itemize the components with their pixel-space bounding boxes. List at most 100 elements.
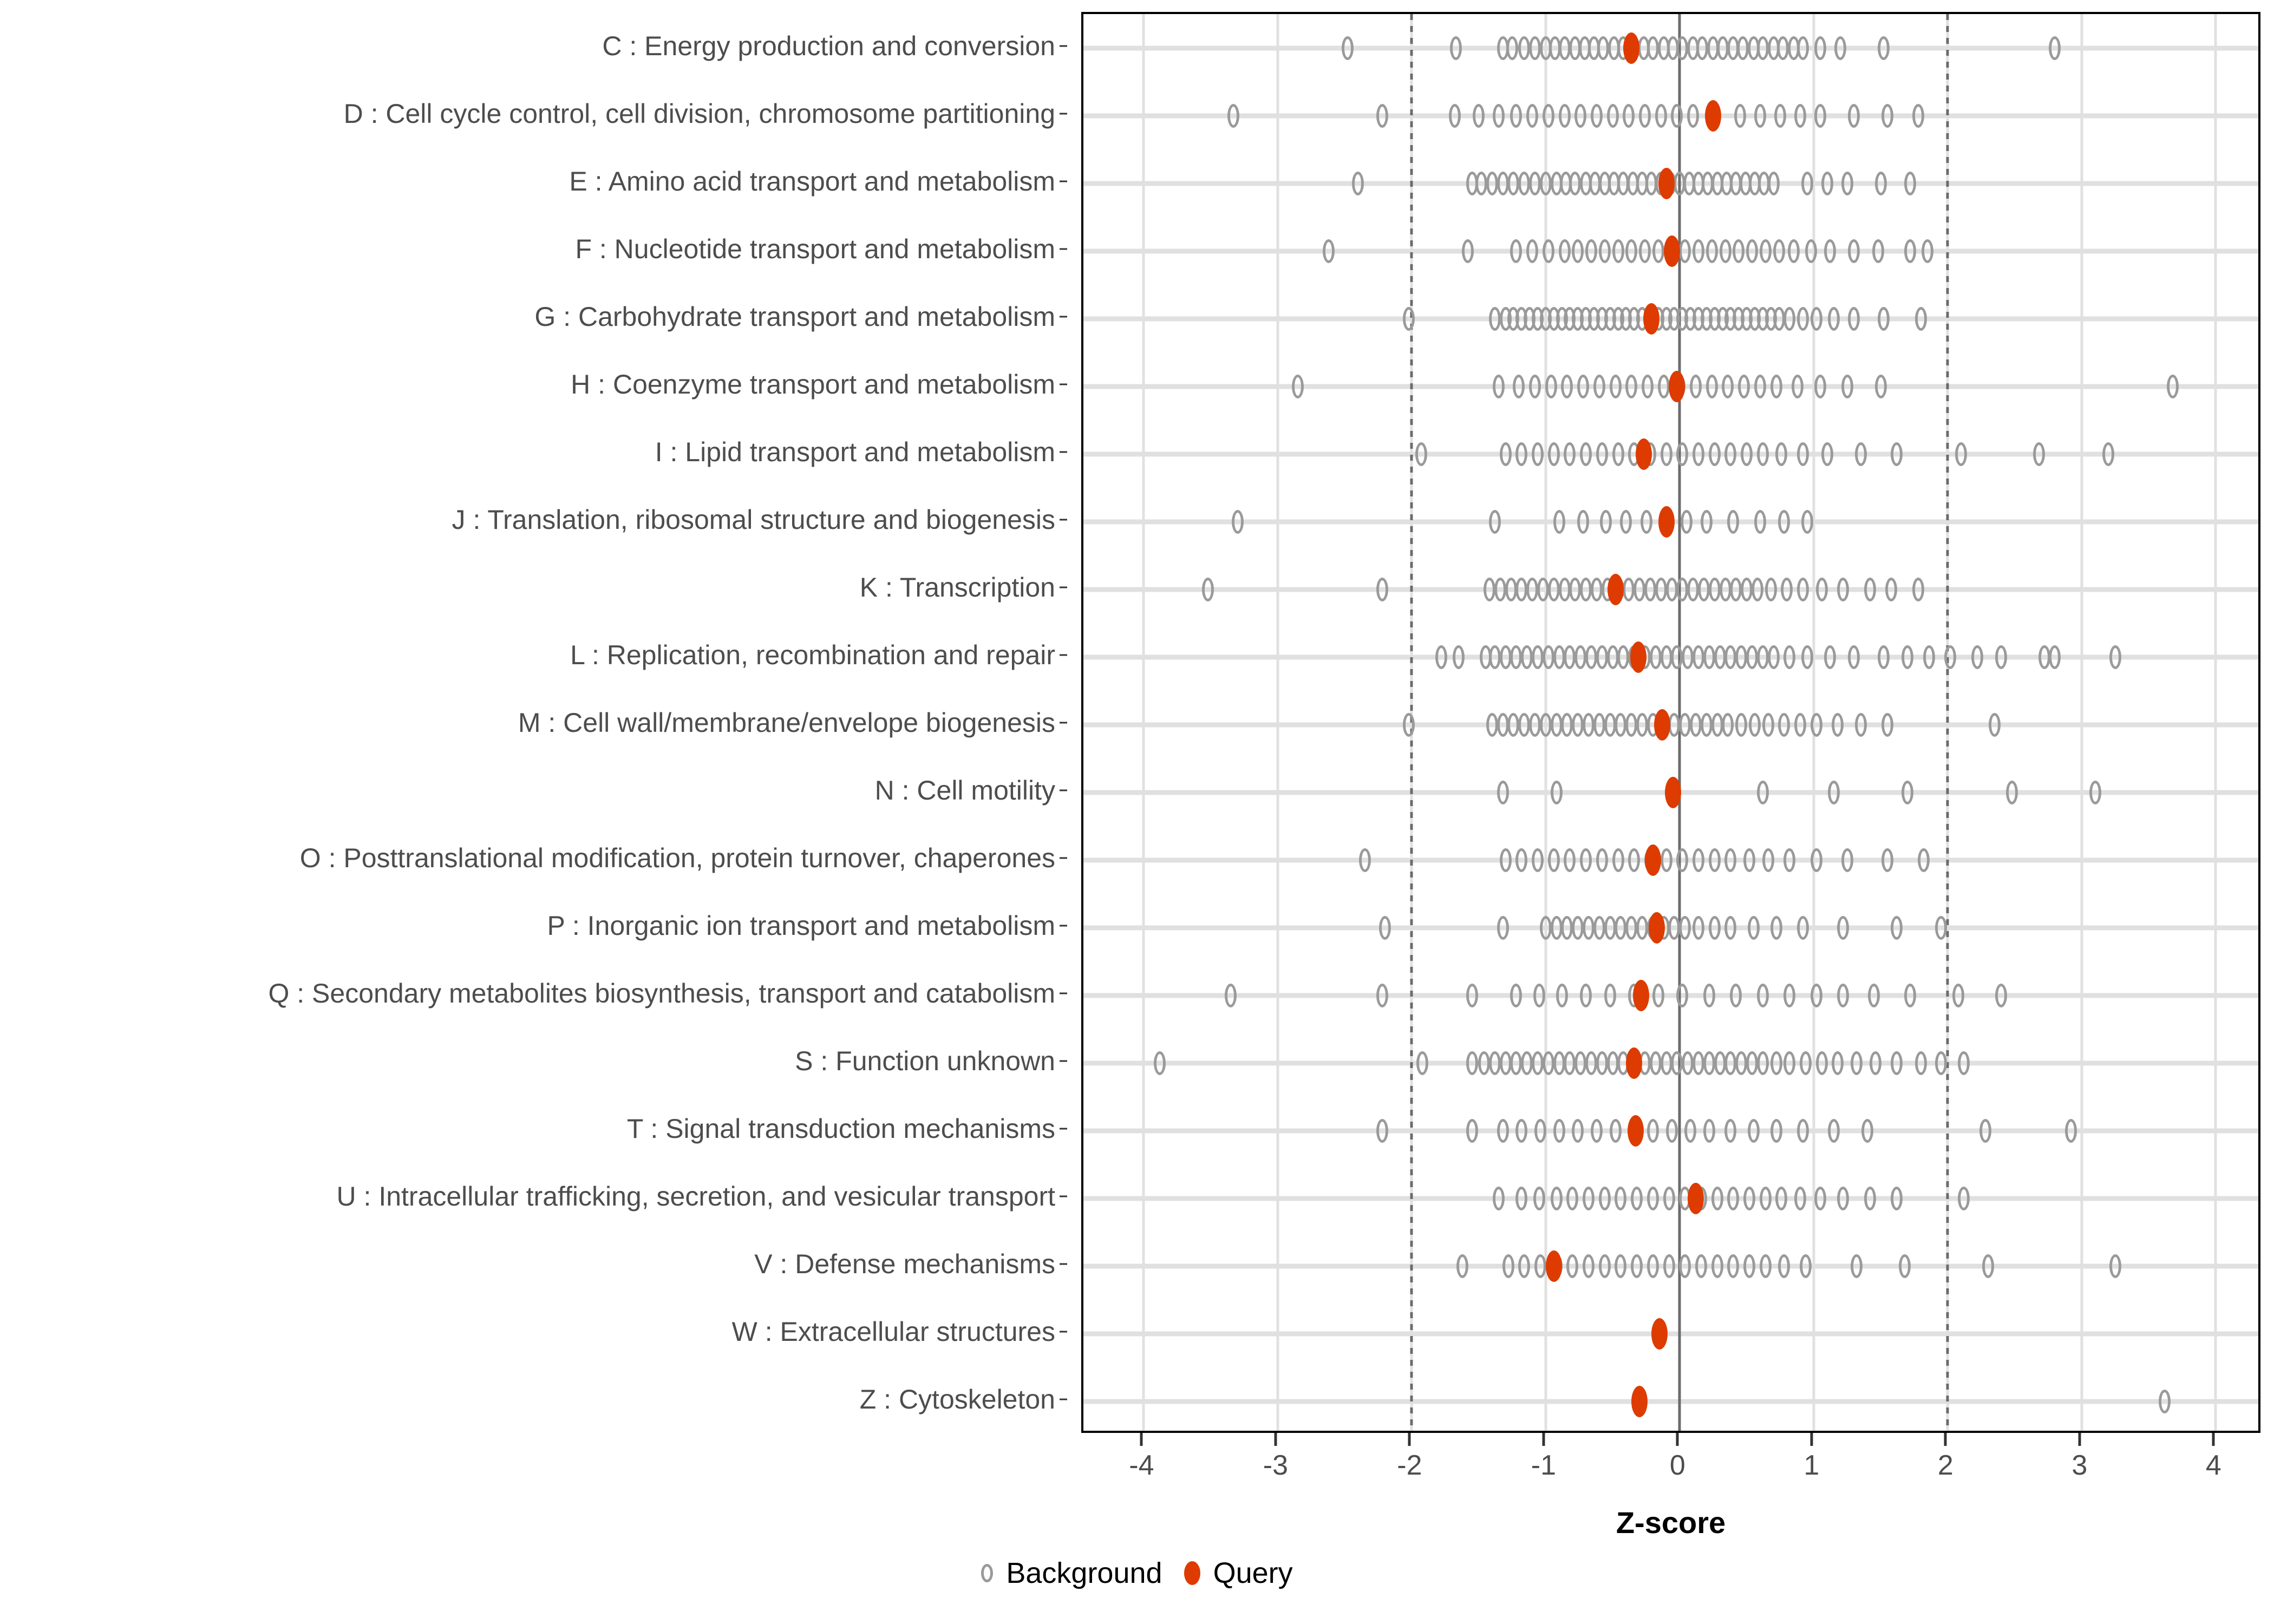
background-point — [1231, 509, 1244, 534]
background-point — [1506, 36, 1518, 60]
background-point — [1935, 915, 1947, 940]
background-point — [1741, 577, 1753, 601]
background-point — [1623, 577, 1635, 601]
background-point — [1598, 1254, 1611, 1278]
background-point — [1735, 1051, 1748, 1075]
background-point — [1743, 1254, 1756, 1278]
x-axis-tick-label: 3 — [2072, 1450, 2088, 1481]
query-point[interactable] — [1607, 573, 1624, 605]
background-point — [1561, 374, 1573, 398]
background-point — [1743, 848, 1756, 872]
query-point[interactable] — [1632, 979, 1649, 1011]
background-point — [1724, 1118, 1737, 1143]
query-point[interactable] — [1626, 1047, 1643, 1079]
background-point — [1821, 442, 1833, 466]
background-point — [1727, 1186, 1740, 1210]
background-point — [1770, 1118, 1782, 1143]
legend-item-query[interactable]: Query — [1184, 1556, 1293, 1590]
query-point[interactable] — [1705, 100, 1722, 132]
background-point — [1507, 712, 1520, 737]
query-point[interactable] — [1631, 1385, 1648, 1417]
query-point[interactable] — [1635, 438, 1652, 470]
background-point — [1754, 103, 1766, 128]
background-point — [1583, 1186, 1595, 1210]
background-point — [1597, 36, 1610, 60]
background-point — [1415, 442, 1427, 466]
background-point — [1473, 103, 1485, 128]
background-point — [1724, 645, 1737, 669]
background-point — [1526, 103, 1539, 128]
background-point — [1700, 712, 1713, 737]
background-point — [1714, 645, 1726, 669]
background-point — [1488, 306, 1501, 331]
y-axis-tick-label: Z : Cytoskeleton — [859, 1384, 1055, 1415]
query-point[interactable] — [1643, 303, 1660, 335]
background-point — [1649, 645, 1662, 669]
query-point[interactable] — [1688, 1182, 1704, 1214]
background-point — [1800, 1254, 1812, 1278]
background-point — [1499, 442, 1512, 466]
x-axis-tick-label: 0 — [1669, 1450, 1685, 1481]
query-point[interactable] — [1665, 776, 1681, 808]
background-point — [1914, 1051, 1927, 1075]
background-point — [1716, 36, 1729, 60]
background-point — [2065, 1118, 2077, 1143]
background-point — [1550, 712, 1563, 737]
background-point — [1585, 645, 1598, 669]
background-point — [1708, 915, 1721, 940]
background-point — [1832, 712, 1844, 737]
y-axis-tick-mark — [1060, 925, 1067, 926]
background-point — [1810, 306, 1822, 331]
background-point — [1580, 848, 1592, 872]
background-point — [1493, 374, 1505, 398]
background-point — [1577, 374, 1590, 398]
y-axis-tick-mark — [1060, 519, 1067, 520]
background-point — [1679, 239, 1691, 263]
background-point — [1583, 712, 1595, 737]
background-point — [1912, 103, 1924, 128]
query-point[interactable] — [1644, 844, 1661, 876]
background-point — [1814, 1186, 1827, 1210]
background-point — [1604, 983, 1616, 1007]
background-point — [1577, 509, 1590, 534]
background-point — [1881, 848, 1893, 872]
background-point — [1462, 239, 1474, 263]
background-point — [1615, 712, 1627, 737]
y-axis-tick-mark — [1060, 789, 1067, 791]
query-point[interactable] — [1623, 32, 1640, 64]
query-point[interactable] — [1654, 709, 1671, 741]
background-point — [1676, 983, 1689, 1007]
query-point[interactable] — [1545, 1250, 1562, 1282]
background-point — [1706, 374, 1718, 398]
query-point[interactable] — [1663, 235, 1680, 267]
background-point — [1958, 1051, 1970, 1075]
background-point — [1376, 103, 1388, 128]
query-point[interactable] — [1649, 912, 1665, 944]
background-point — [1505, 577, 1517, 601]
background-point — [1770, 915, 1782, 940]
query-point[interactable] — [1658, 506, 1675, 538]
background-point — [1982, 1254, 1994, 1278]
filled-circle-icon — [1184, 1561, 1200, 1585]
background-point — [1580, 442, 1592, 466]
background-point — [1881, 712, 1893, 737]
background-point — [1783, 645, 1796, 669]
query-point[interactable] — [1627, 1115, 1644, 1147]
background-point — [1734, 103, 1746, 128]
background-point — [1727, 1254, 1740, 1278]
query-point[interactable] — [1658, 167, 1675, 199]
x-axis: -4 -3 -2 -1 0 1 2 3 4 — [1081, 1433, 2260, 1514]
background-point — [1868, 983, 1880, 1007]
background-point — [1708, 442, 1721, 466]
background-point — [1547, 442, 1560, 466]
y-axis-category-labels: C : Energy production and conversion D : … — [0, 0, 1069, 1440]
legend-item-background[interactable]: Background — [981, 1556, 1162, 1590]
query-point[interactable] — [1651, 1318, 1668, 1350]
background-point — [1625, 712, 1638, 737]
background-point — [1854, 712, 1867, 737]
background-point — [1529, 36, 1541, 60]
query-point[interactable] — [1630, 641, 1646, 673]
query-point[interactable] — [1669, 370, 1685, 402]
background-point — [1724, 442, 1737, 466]
